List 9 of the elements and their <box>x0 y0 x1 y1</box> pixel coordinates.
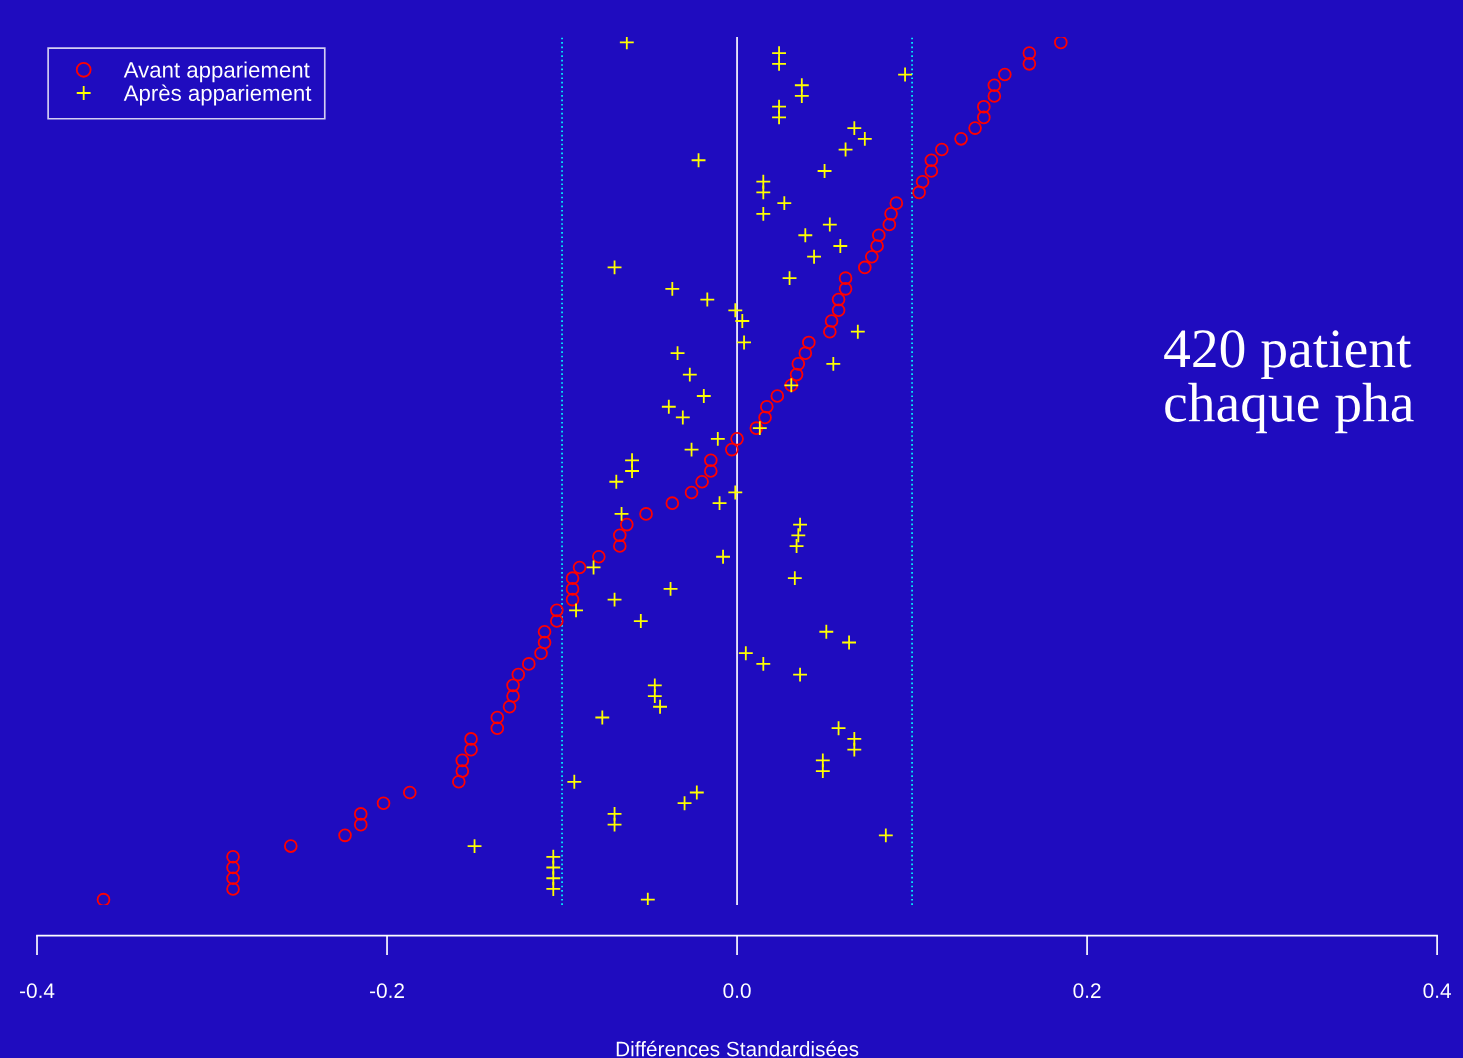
legend-label: Après appariement <box>123 84 312 106</box>
x-axis-title: Différences Standardisées <box>616 1040 859 1057</box>
legend-label: Avant appariement <box>123 61 310 83</box>
x-tick-label: -0.4 <box>19 983 55 999</box>
x-tick-label: 0.4 <box>1423 983 1451 999</box>
x-tick-label: 0.0 <box>723 983 751 999</box>
x-tick-label: -0.2 <box>370 983 404 999</box>
x-tick-label: 0.2 <box>1073 983 1101 999</box>
annotation: 420 patient chaque pha <box>1164 330 1414 434</box>
